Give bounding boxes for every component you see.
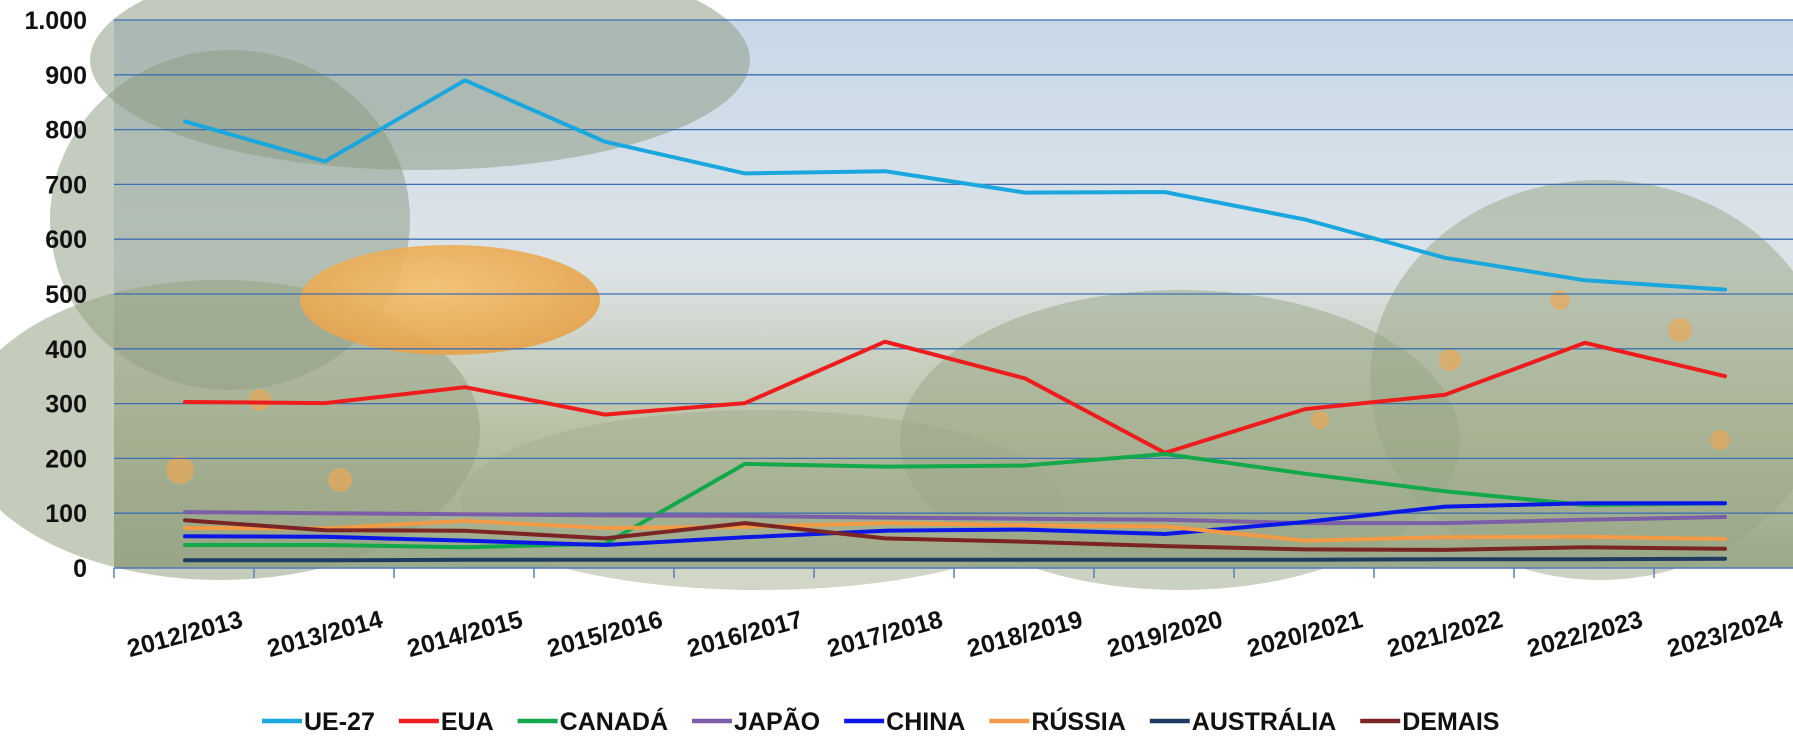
series-line-china xyxy=(183,501,1727,547)
series-line-japao xyxy=(183,510,1727,526)
legend: UE-27 EUA CANADÁ JAPÃO CHINA RÚSSIA AUSTRÁLIA D… xyxy=(262,706,1499,736)
x-tick-label: 2023/2024 xyxy=(1664,605,1785,663)
legend-label: UE-27 xyxy=(304,708,375,736)
legend-label: RÚSSIA xyxy=(1031,706,1125,736)
legend-label: DEMAIS xyxy=(1402,708,1499,736)
series-line-canada xyxy=(183,452,1727,550)
y-tick-label: 300 xyxy=(45,391,87,419)
legend-item-australia: AUSTRÁLIA xyxy=(1149,707,1336,736)
x-tick-label: 2014/2015 xyxy=(404,605,525,663)
x-tick-label: 2015/2016 xyxy=(544,605,665,663)
x-axis: 2012/2013 2013/2014 2014/2015 2015/2016 2016… xyxy=(113,567,1793,663)
legend-label: JAPÃO xyxy=(734,706,820,736)
y-tick-label: 100 xyxy=(45,500,87,528)
x-tick-label: 2019/2020 xyxy=(1104,605,1225,663)
legend-label: CANADÁ xyxy=(560,707,668,736)
y-tick-label: 0 xyxy=(73,555,87,583)
y-tick-label: 900 xyxy=(45,62,87,90)
plot-background-photo xyxy=(0,0,1793,590)
x-tick-label: 2013/2014 xyxy=(264,605,385,663)
x-tick-label: 2021/2022 xyxy=(1384,605,1505,663)
legend-item-japao: JAPÃO xyxy=(692,706,820,736)
legend-label: AUSTRÁLIA xyxy=(1192,707,1336,736)
series-line-demais xyxy=(183,518,1727,552)
legend-label: CHINA xyxy=(886,708,965,736)
y-tick-label: 500 xyxy=(45,281,87,309)
series-line-australia xyxy=(183,556,1727,563)
y-tick-label: 700 xyxy=(45,171,87,199)
y-tick-label: 400 xyxy=(45,336,87,364)
legend-item-canada: CANADÁ xyxy=(517,707,668,736)
y-tick-label: 800 xyxy=(45,117,87,145)
series-line-russia xyxy=(183,518,1727,543)
x-tick-label: 2012/2013 xyxy=(124,605,245,663)
x-tick-label: 2020/2021 xyxy=(1244,605,1365,663)
legend-item-russia: RÚSSIA xyxy=(989,706,1126,736)
legend-label: EUA xyxy=(441,708,494,736)
series-line-eua xyxy=(183,339,1727,455)
x-tick-label: 2022/2023 xyxy=(1524,605,1645,663)
y-tick-label: 200 xyxy=(45,445,87,473)
legend-item-china: CHINA xyxy=(844,708,965,736)
y-tick-label: 600 xyxy=(45,226,87,254)
x-tick-label: 2016/2017 xyxy=(684,605,805,663)
y-axis: 0 100 200 300 400 500 600 700 800 900 1.000 xyxy=(24,7,87,583)
y-tick-label: 1.000 xyxy=(24,7,87,35)
x-tick-label: 2018/2019 xyxy=(964,605,1085,663)
legend-item-demais: DEMAIS xyxy=(1360,708,1499,736)
series-lines xyxy=(183,78,1727,563)
legend-item-ue-27: UE-27 xyxy=(262,708,375,736)
x-tick-label: 2017/2018 xyxy=(824,605,945,663)
series-line-ue-27 xyxy=(183,78,1727,292)
legend-item-eua: EUA xyxy=(398,708,494,736)
